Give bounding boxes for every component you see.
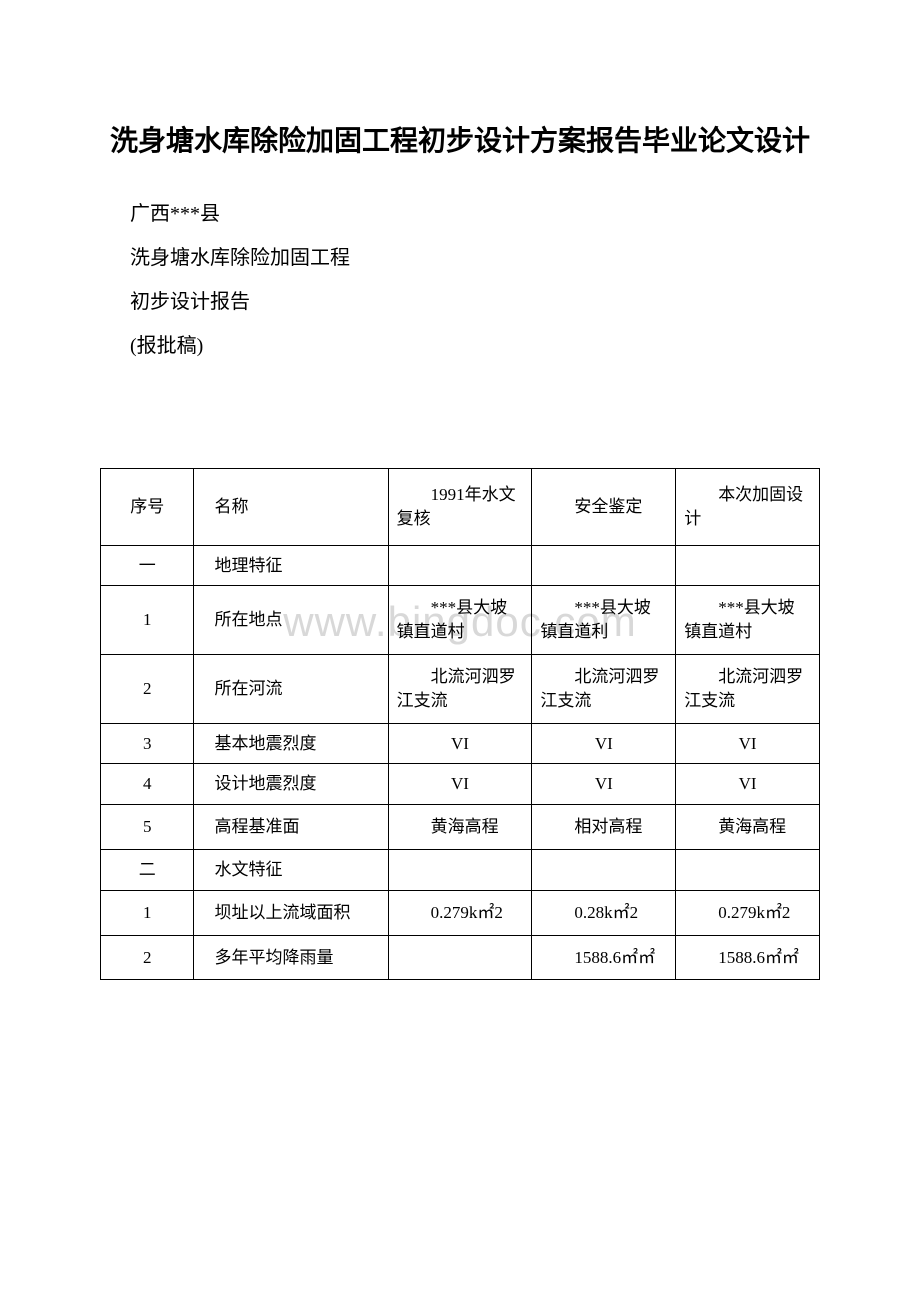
header-1991: 1991年水文复核: [388, 469, 532, 546]
cell-design: ***县大坡镇直道村: [676, 586, 820, 655]
cell-design: VI: [676, 764, 820, 805]
cell-safety: 1588.6㎡㎡: [532, 935, 676, 980]
cell-seq: 2: [101, 935, 194, 980]
cell-name: 所在河流: [194, 654, 388, 723]
subtitle-line-4: (报批稿): [130, 324, 820, 368]
table-row: 二 水文特征: [101, 849, 820, 890]
header-design: 本次加固设计: [676, 469, 820, 546]
cell-safety: VI: [532, 764, 676, 805]
cell-seq: 4: [101, 764, 194, 805]
subtitle-block: 广西***县 洗身塘水库除险加固工程 初步设计报告 (报批稿): [130, 192, 820, 368]
cell-name: 地理特征: [194, 545, 388, 586]
cell-seq: 5: [101, 805, 194, 850]
table-row: 2 多年平均降雨量 1588.6㎡㎡ 1588.6㎡㎡: [101, 935, 820, 980]
table-row: 2 所在河流 北流河泗罗江支流 北流河泗罗江支流 北流河泗罗江支流: [101, 654, 820, 723]
cell-name: 设计地震烈度: [194, 764, 388, 805]
characteristics-table: 序号 名称 1991年水文复核 安全鉴定 本次加固设计 一 地理特征 1 所在地…: [100, 468, 820, 980]
cell-safety: 北流河泗罗江支流: [532, 654, 676, 723]
cell-design: [676, 545, 820, 586]
cell-1991: [388, 935, 532, 980]
cell-safety: 相对高程: [532, 805, 676, 850]
cell-seq: 1: [101, 586, 194, 655]
cell-name: 坝址以上流域面积: [194, 890, 388, 935]
cell-safety: ***县大坡镇直道利: [532, 586, 676, 655]
cell-1991: ***县大坡镇直道村: [388, 586, 532, 655]
cell-seq: 二: [101, 849, 194, 890]
table-row: 3 基本地震烈度 VI VI VI: [101, 723, 820, 764]
cell-name: 所在地点: [194, 586, 388, 655]
cell-name: 多年平均降雨量: [194, 935, 388, 980]
header-seq: 序号: [101, 469, 194, 546]
cell-seq: 2: [101, 654, 194, 723]
cell-safety: VI: [532, 723, 676, 764]
cell-seq: 一: [101, 545, 194, 586]
cell-1991: 黄海高程: [388, 805, 532, 850]
cell-name: 基本地震烈度: [194, 723, 388, 764]
table-row: 5 高程基准面 黄海高程 相对高程 黄海高程: [101, 805, 820, 850]
subtitle-line-2: 洗身塘水库除险加固工程: [130, 236, 820, 280]
cell-design: 1588.6㎡㎡: [676, 935, 820, 980]
cell-1991: 0.279k㎡2: [388, 890, 532, 935]
subtitle-line-1: 广西***县: [130, 192, 820, 236]
cell-name: 水文特征: [194, 849, 388, 890]
header-safety: 安全鉴定: [532, 469, 676, 546]
cell-design: 0.279k㎡2: [676, 890, 820, 935]
cell-name: 高程基准面: [194, 805, 388, 850]
table-row: 一 地理特征: [101, 545, 820, 586]
cell-design: 北流河泗罗江支流: [676, 654, 820, 723]
cell-safety: [532, 849, 676, 890]
cell-1991: [388, 849, 532, 890]
cell-1991: VI: [388, 723, 532, 764]
cell-safety: 0.28k㎡2: [532, 890, 676, 935]
subtitle-line-3: 初步设计报告: [130, 280, 820, 324]
cell-1991: 北流河泗罗江支流: [388, 654, 532, 723]
cell-1991: [388, 545, 532, 586]
cell-seq: 1: [101, 890, 194, 935]
cell-seq: 3: [101, 723, 194, 764]
header-name: 名称: [194, 469, 388, 546]
table-header-row: 序号 名称 1991年水文复核 安全鉴定 本次加固设计: [101, 469, 820, 546]
table-row: 4 设计地震烈度 VI VI VI: [101, 764, 820, 805]
cell-safety: [532, 545, 676, 586]
cell-design: [676, 849, 820, 890]
cell-design: VI: [676, 723, 820, 764]
document-title: 洗身塘水库除险加固工程初步设计方案报告毕业论文设计: [100, 120, 820, 162]
table-row: 1 坝址以上流域面积 0.279k㎡2 0.28k㎡2 0.279k㎡2: [101, 890, 820, 935]
table-row: 1 所在地点 ***县大坡镇直道村 ***县大坡镇直道利 ***县大坡镇直道村: [101, 586, 820, 655]
cell-design: 黄海高程: [676, 805, 820, 850]
cell-1991: VI: [388, 764, 532, 805]
